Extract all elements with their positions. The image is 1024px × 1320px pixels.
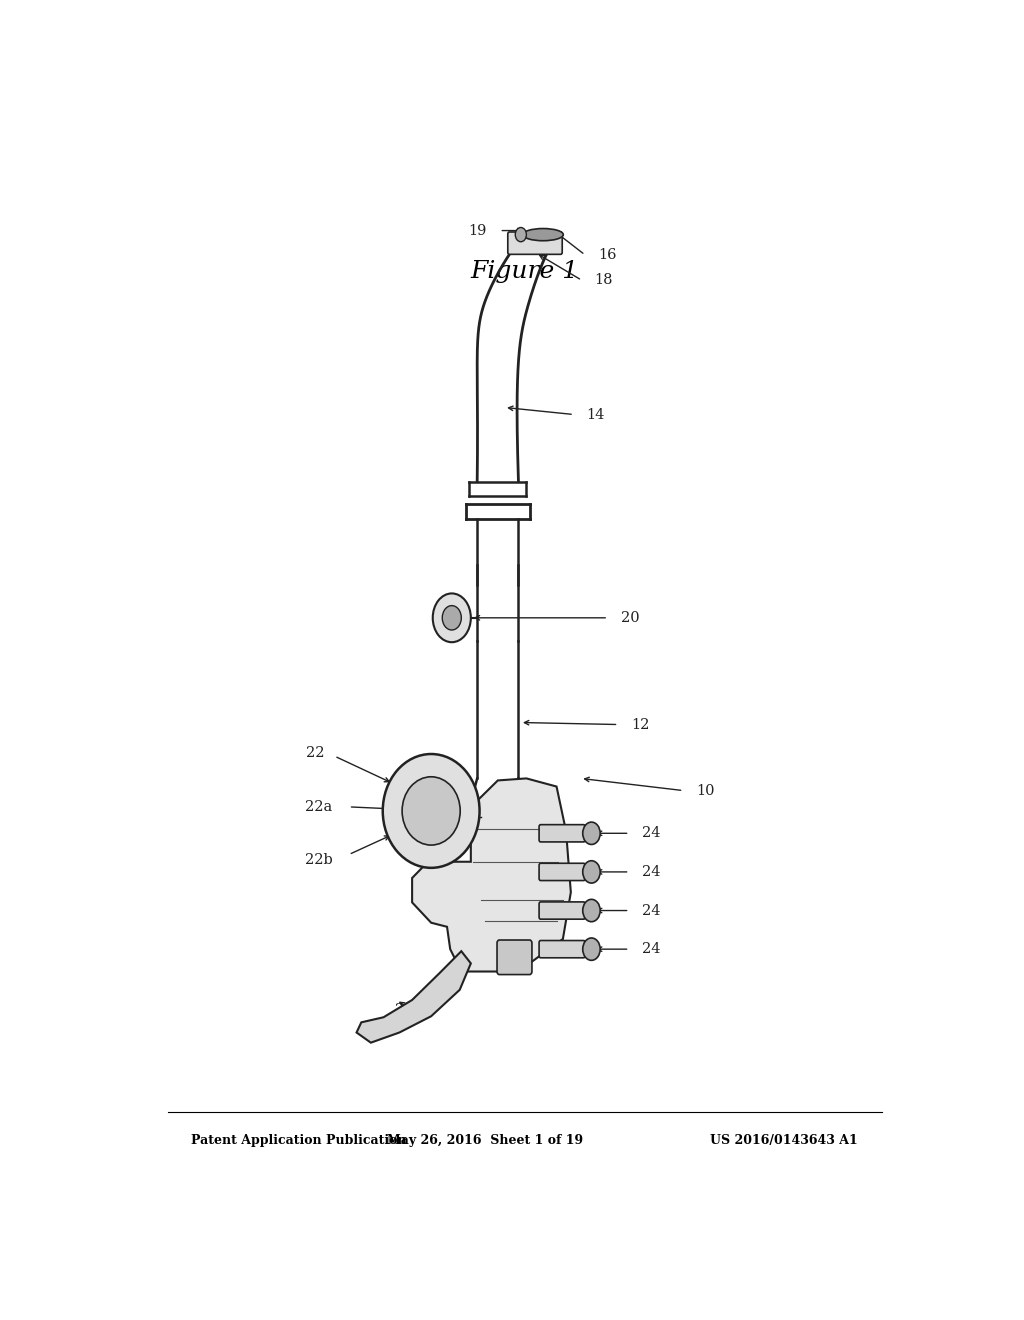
Text: 26: 26 <box>395 1003 414 1018</box>
Text: 10: 10 <box>696 784 715 797</box>
Circle shape <box>515 227 526 242</box>
Text: May 26, 2016  Sheet 1 of 19: May 26, 2016 Sheet 1 of 19 <box>387 1134 584 1147</box>
Polygon shape <box>356 952 471 1043</box>
Text: Figure 1: Figure 1 <box>471 260 579 282</box>
Text: 24: 24 <box>642 865 660 879</box>
Text: 18: 18 <box>595 273 613 288</box>
Text: 24: 24 <box>642 942 660 956</box>
Text: 16: 16 <box>598 248 616 261</box>
Circle shape <box>583 861 600 883</box>
Text: 22a: 22a <box>305 800 333 814</box>
Circle shape <box>433 594 471 643</box>
Text: 24: 24 <box>642 903 660 917</box>
FancyBboxPatch shape <box>539 902 585 919</box>
FancyBboxPatch shape <box>539 825 585 842</box>
Ellipse shape <box>383 754 479 867</box>
Text: 24: 24 <box>642 826 660 841</box>
Text: 22b: 22b <box>305 853 333 867</box>
Polygon shape <box>412 779 570 972</box>
Ellipse shape <box>523 228 563 240</box>
FancyBboxPatch shape <box>508 232 562 255</box>
Circle shape <box>583 822 600 845</box>
Circle shape <box>583 939 600 961</box>
Text: 14: 14 <box>587 408 605 421</box>
Text: 19: 19 <box>468 223 486 238</box>
FancyBboxPatch shape <box>539 863 585 880</box>
Circle shape <box>583 899 600 921</box>
Text: Patent Application Publication: Patent Application Publication <box>191 1134 407 1147</box>
Text: 20: 20 <box>621 611 639 624</box>
Text: US 2016/0143643 A1: US 2016/0143643 A1 <box>711 1134 858 1147</box>
Ellipse shape <box>402 776 460 845</box>
Text: 22: 22 <box>306 746 325 760</box>
FancyBboxPatch shape <box>497 940 531 974</box>
Text: 12: 12 <box>631 718 649 731</box>
Circle shape <box>442 606 461 630</box>
FancyBboxPatch shape <box>539 941 585 958</box>
